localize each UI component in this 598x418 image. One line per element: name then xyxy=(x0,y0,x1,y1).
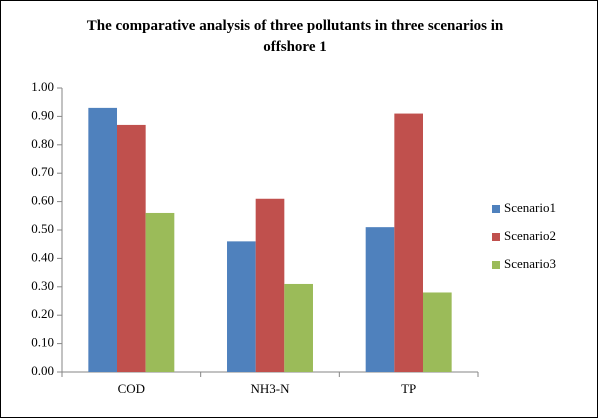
y-tick-label: 0.00 xyxy=(31,363,54,378)
y-tick-label: 0.80 xyxy=(31,136,54,151)
y-tick-label: 0.20 xyxy=(31,306,54,321)
y-tick-label: 0.60 xyxy=(31,193,54,208)
chart-title: The comparative analysis of three pollut… xyxy=(86,18,504,55)
legend-label: Scenario2 xyxy=(504,228,556,243)
bar xyxy=(284,283,313,372)
bar xyxy=(422,292,452,372)
y-tick-label: 0.50 xyxy=(31,221,54,236)
bar xyxy=(88,107,118,372)
x-tick-label: NH3-N xyxy=(251,381,291,396)
bar xyxy=(227,241,256,372)
y-tick-label: 0.70 xyxy=(31,164,54,179)
bar xyxy=(145,212,175,372)
x-tick-label: COD xyxy=(118,381,145,396)
x-tick-label: TP xyxy=(401,381,416,396)
legend-swatch xyxy=(492,205,500,213)
bar xyxy=(255,198,285,372)
legend-swatch xyxy=(492,261,500,269)
legend-label: Scenario1 xyxy=(504,200,556,215)
y-tick-label: 0.30 xyxy=(31,278,54,293)
bar xyxy=(365,227,395,372)
legend-label: Scenario3 xyxy=(504,256,556,271)
bar xyxy=(394,113,423,372)
y-tick-label: 0.10 xyxy=(31,335,54,350)
bar xyxy=(117,124,146,372)
legend-swatch xyxy=(492,233,500,241)
y-tick-label: 0.90 xyxy=(31,107,54,122)
y-tick-label: 1.00 xyxy=(31,79,54,94)
y-tick-label: 0.40 xyxy=(31,249,54,264)
